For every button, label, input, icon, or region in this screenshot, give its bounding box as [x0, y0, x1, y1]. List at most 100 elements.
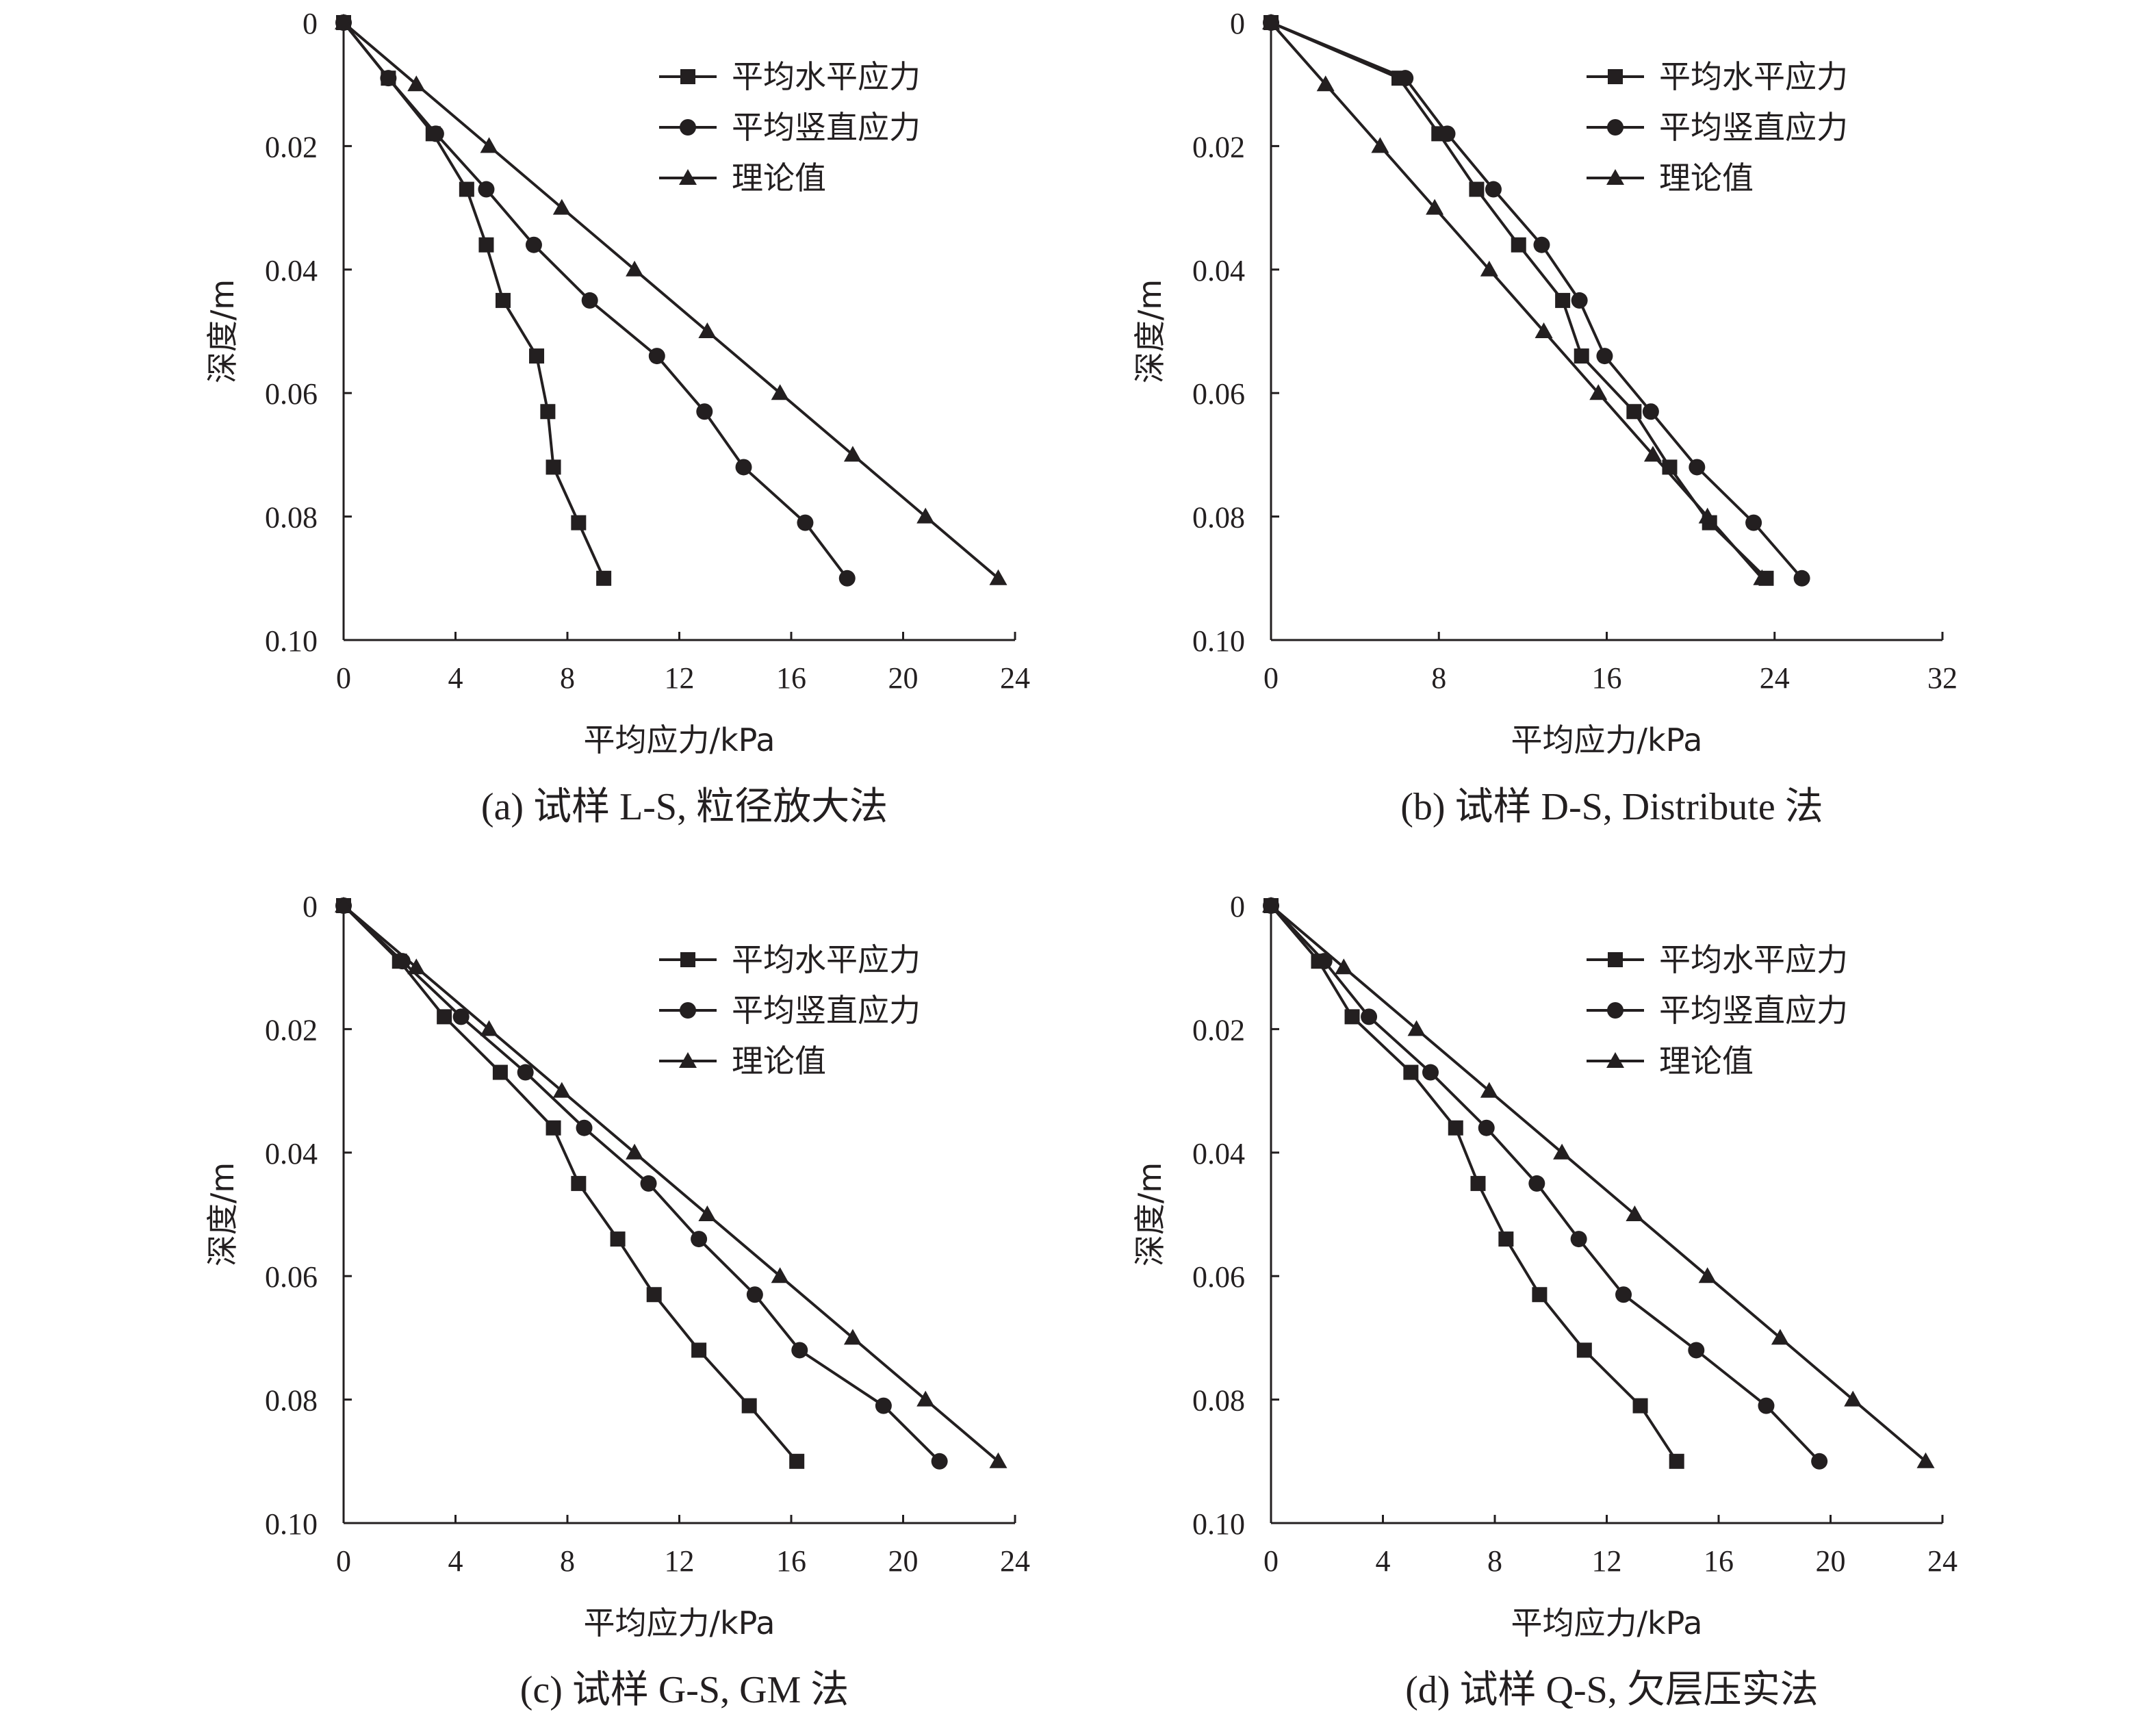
chart-a-y-tick-label: 0.02 — [265, 130, 318, 164]
chart-a-x-tick-label: 12 — [665, 661, 695, 695]
chart-b-data-point — [1745, 514, 1762, 531]
chart-a-y-tick-label: 0.08 — [265, 501, 318, 535]
chart-b-y-tick-label: 0.02 — [1192, 130, 1245, 164]
chart-panel-d: 0 4 8 12 16 20 24 0 0.02 0.04 0.06 0.08 0.10 平均应力/kPa… — [1131, 890, 1958, 1711]
chart-d-x-tick-label: 20 — [1816, 1544, 1846, 1578]
chart-panel-a: 0 4 8 12 16 20 24 0 0.02 0.04 0.06 0.08 0.10 平均应力/kPa… — [204, 7, 1030, 828]
chart-b-data-point — [1262, 14, 1280, 29]
chart-c-legend-item: 平均水平应力 — [659, 941, 921, 978]
chart-a-data-point — [626, 260, 644, 277]
chart-a-data-point — [459, 181, 474, 197]
chart-d-legend-marker — [1608, 952, 1623, 967]
chart-c-y-tick-label: 0 — [303, 890, 318, 923]
chart-d-data-point — [1576, 1342, 1592, 1358]
chart-c-data-point — [576, 1119, 593, 1136]
chart-c-data-point — [546, 1120, 561, 1136]
chart-d-data-point — [1771, 1329, 1789, 1345]
chart-a-data-point — [525, 236, 542, 253]
chart-b-caption: (b) 试样 D-S, Distribute 法 — [1400, 786, 1823, 828]
chart-panel-c: 0 4 8 12 16 20 24 0 0.02 0.04 0.06 0.08 0.10 平均应力/kPa… — [204, 890, 1030, 1711]
chart-a-data-point — [380, 70, 397, 87]
chart-d-y-axis-label: 深度/m — [1131, 1162, 1168, 1266]
chart-a-legend-item: 平均竖直应力 — [659, 109, 921, 146]
chart-a-x-tick-label: 4 — [448, 661, 463, 695]
chart-d-data-point — [1361, 1008, 1378, 1025]
chart-d-data-point — [1528, 1175, 1545, 1192]
chart-b-legend-item: 平均竖直应力 — [1587, 109, 1848, 146]
chart-a-y-tick-label: 0.04 — [265, 254, 318, 288]
chart-c-legend-label: 平均竖直应力 — [732, 992, 921, 1029]
chart-b-data-point — [1535, 322, 1553, 338]
chart-b-x-tick-label: 0 — [1263, 661, 1279, 695]
chart-c-data-point — [771, 1267, 789, 1283]
chart-b-legend-marker — [1606, 169, 1624, 185]
chart-d-data-point — [1626, 1205, 1644, 1221]
chart-d-data-point — [1758, 1397, 1775, 1414]
chart-c-series-line — [342, 904, 798, 1463]
chart-d-x-axis-label: 平均应力/kPa — [1511, 1605, 1703, 1641]
chart-d-data-point — [1811, 1453, 1828, 1470]
chart-b-data-point — [1753, 569, 1771, 585]
chart-d-data-point — [1344, 1009, 1360, 1025]
chart-c-x-axis-label: 平均应力/kPa — [584, 1605, 775, 1641]
chart-d-legend-marker — [1607, 1002, 1624, 1019]
chart-d-data-point — [1422, 1064, 1439, 1081]
chart-a-x-tick-label: 20 — [888, 661, 919, 695]
chart-d-data-point — [1448, 1120, 1463, 1136]
chart-c-x-tick-label: 0 — [336, 1544, 351, 1578]
chart-c-data-point — [552, 1082, 571, 1098]
chart-d-data-point — [1407, 1020, 1426, 1036]
chart-d-y-tick-label: 0.02 — [1192, 1013, 1245, 1047]
chart-a-data-point — [581, 292, 598, 309]
chart-d-data-point — [1632, 1398, 1648, 1414]
chart-d-legend-marker — [1606, 1052, 1624, 1068]
chart-b-data-point — [1574, 348, 1589, 364]
chart-d-y-tick-label: 0.08 — [1192, 1384, 1245, 1418]
chart-a-data-point — [989, 569, 1008, 585]
chart-d-series-circle — [1263, 897, 1828, 1470]
chart-c-y-axis-label: 深度/m — [204, 1162, 241, 1266]
chart-c-x-tick-label: 4 — [448, 1544, 463, 1578]
chart-b-data-point — [1555, 292, 1571, 308]
chart-b-data-point — [1511, 237, 1526, 253]
chart-a-legend-label: 平均水平应力 — [732, 58, 921, 95]
chart-c-series-triangle — [335, 897, 1008, 1468]
chart-d-data-point — [1316, 953, 1333, 970]
chart-a-data-point — [480, 137, 498, 153]
chart-d-x-tick-label: 12 — [1592, 1544, 1622, 1578]
chart-b-x-tick-label: 8 — [1431, 661, 1446, 695]
chart-d-data-point — [1698, 1267, 1717, 1283]
chart-c-data-point — [698, 1205, 717, 1221]
chart-b-data-point — [1642, 403, 1659, 420]
chart-d-series-line — [1270, 904, 1821, 1463]
chart-a-data-point — [596, 570, 612, 586]
chart-a-data-point — [495, 292, 511, 308]
chart-b-y-tick-label: 0.10 — [1192, 624, 1245, 658]
chart-a-data-point — [552, 199, 571, 215]
chart-d-data-point — [1688, 1342, 1705, 1359]
chart-a-legend-label: 理论值 — [732, 159, 826, 196]
chart-a-series-line — [342, 21, 999, 580]
chart-c-data-point — [691, 1231, 708, 1248]
chart-a-data-point — [478, 181, 495, 198]
chart-d-data-point — [1916, 1452, 1935, 1468]
chart-c-data-point — [746, 1286, 763, 1303]
chart-a-caption: (a) 试样 L-S, 粒径放大法 — [481, 786, 888, 828]
chart-d-data-point — [1335, 958, 1353, 975]
chart-d-y-tick-label: 0.04 — [1192, 1137, 1245, 1171]
chart-d-data-point — [1844, 1390, 1862, 1407]
chart-c-data-point — [931, 1453, 948, 1470]
chart-b-data-point — [1689, 459, 1706, 476]
chart-c-data-point — [517, 1064, 534, 1081]
chart-a-x-tick-label: 24 — [1000, 661, 1030, 695]
chart-b-data-point — [1596, 348, 1613, 365]
chart-a-y-axis-label: 深度/m — [204, 279, 241, 383]
chart-a-legend-marker — [680, 119, 696, 136]
chart-a-series-circle — [335, 14, 856, 587]
chart-a-data-point — [735, 459, 752, 476]
chart-d-y-tick-label: 0 — [1230, 890, 1245, 923]
chart-c-data-point — [335, 897, 352, 912]
chart-c-data-point — [480, 1020, 498, 1036]
chart-d-x-tick-label: 16 — [1704, 1544, 1734, 1578]
